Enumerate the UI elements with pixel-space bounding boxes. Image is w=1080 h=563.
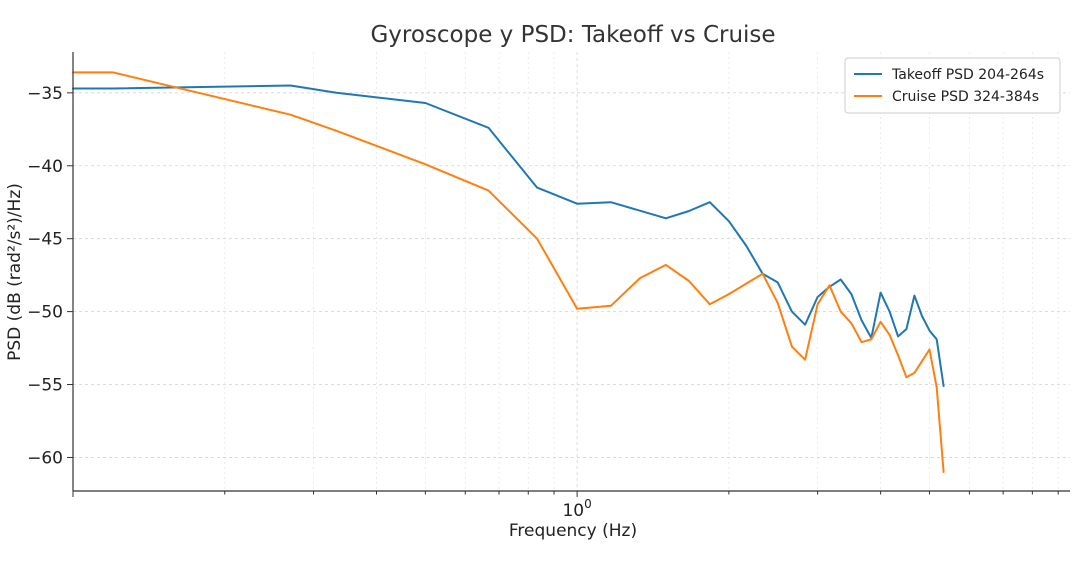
grid — [72, 52, 1070, 491]
axes — [67, 52, 1070, 497]
legend: Takeoff PSD 204-264s Cruise PSD 324-384s — [844, 57, 1061, 114]
series-lines — [72, 71, 945, 473]
legend-box — [844, 57, 1061, 114]
tick-labels: −35 −40 −45 −50 −55 −60 100 — [27, 84, 592, 521]
x-axis-label: Frequency (Hz) — [509, 521, 637, 541]
y-tick-label: −40 — [27, 157, 63, 177]
chart-title: Gyroscope y PSD: Takeoff vs Cruise — [370, 22, 775, 48]
y-tick-label: −50 — [27, 303, 63, 323]
legend-label: Cruise PSD 324-384s — [892, 89, 1039, 105]
series-line-takeoff — [72, 84, 945, 387]
y-tick-label: −55 — [27, 376, 63, 396]
x-tick-label: 100 — [562, 497, 591, 521]
y-tick-label: −60 — [27, 448, 63, 468]
legend-label: Takeoff PSD 204-264s — [891, 67, 1044, 83]
y-tick-label: −35 — [27, 84, 63, 104]
y-axis-label: PSD (dB (rad²/s²)/Hz) — [5, 183, 25, 361]
y-tick-label: −45 — [27, 230, 63, 250]
series-line-cruise — [72, 71, 945, 473]
